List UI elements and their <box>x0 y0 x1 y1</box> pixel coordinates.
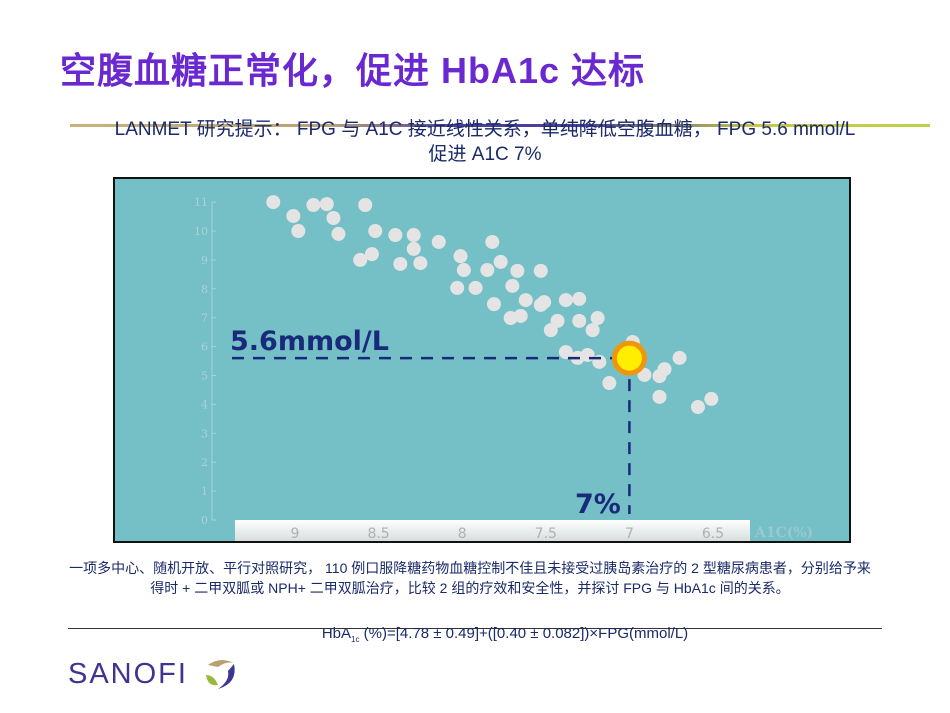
data-point <box>518 293 533 308</box>
data-point <box>704 391 719 406</box>
y-tick-label: 8 <box>201 283 208 296</box>
study-footnote: 一项多中心、随机开放、平行对照研究， 110 例口服降糖药物血糖控制不佳且未接受… <box>69 560 871 596</box>
chart-svg: 0 1 2 3 4 5 6 7 8 9 10 11 9 8.5 8 7.5 7 6.5 A1C(%) 5.6mmol/… <box>194 195 813 541</box>
data-point <box>510 263 525 278</box>
x-tick-label: 6.5 <box>702 526 724 541</box>
subtitle-line-2: 促进 A1C 7% <box>428 144 542 165</box>
data-point <box>450 280 465 295</box>
y-tick-label: 6 <box>201 341 208 354</box>
regression-formula: HbA1c (%)=[4.78 ± 0.49]+([0.40 ± 0.082])… <box>0 625 950 644</box>
logo-drop <box>206 675 218 686</box>
data-point <box>431 234 446 249</box>
data-point <box>326 210 341 225</box>
formula-pre: HbA <box>321 625 352 642</box>
y-tick-label: 1 <box>201 485 208 498</box>
data-point <box>652 389 667 404</box>
data-point <box>486 297 501 312</box>
data-point <box>266 195 281 210</box>
data-point <box>480 263 495 278</box>
data-point <box>558 345 573 360</box>
x-tick-label: 9 <box>291 526 300 541</box>
scatter-chart: 0 1 2 3 4 5 6 7 8 9 10 11 9 8.5 8 7.5 7 6.5 A1C(%) 5.6mmol/… <box>113 177 851 543</box>
data-point <box>533 263 548 278</box>
data-point <box>406 228 421 243</box>
data-point <box>585 323 600 338</box>
y-tick-label: 7 <box>201 312 208 325</box>
data-point <box>503 310 518 325</box>
y-tick-label: 9 <box>201 254 208 267</box>
formula-post: (%)=[4.78 ± 0.49]+([0.40 ± 0.082])×FPG(m… <box>359 625 689 642</box>
data-point <box>468 280 483 295</box>
data-point <box>456 263 471 278</box>
decorative-line <box>70 124 930 127</box>
data-point <box>306 197 321 212</box>
y-tick-label: 4 <box>201 398 208 411</box>
data-point <box>413 256 428 271</box>
data-point <box>368 224 383 238</box>
data-point <box>388 228 403 243</box>
y-tick-label: 11 <box>194 196 208 209</box>
y-tick-label: 3 <box>201 427 208 440</box>
divider <box>68 628 882 629</box>
data-point <box>493 254 508 269</box>
y-tick-label: 2 <box>201 456 208 469</box>
data-point <box>690 400 705 415</box>
data-point <box>331 226 346 241</box>
a1c-annotation: 7% <box>575 489 621 520</box>
data-point <box>637 367 652 382</box>
logo-swirl-top <box>208 659 234 667</box>
x-axis-label: A1C(%) <box>754 525 813 541</box>
highlight-point <box>611 340 647 376</box>
slide-title: 空腹血糖正常化，促进 HbA1c 达标 <box>60 50 646 91</box>
subtitle: LANMET 研究提示： FPG 与 A1C 接近线性关系，单纯降低空腹血糖， … <box>20 117 950 167</box>
data-point <box>364 247 379 262</box>
data-point <box>590 310 605 325</box>
logo-swirl-right <box>218 664 235 689</box>
fpg-annotation: 5.6mmol/L <box>230 326 389 357</box>
data-point <box>286 208 301 223</box>
formula-sub: 1c <box>351 635 360 644</box>
x-tick-label: 8.5 <box>367 526 389 541</box>
subtitle-line-1: LANMET 研究提示： FPG 与 A1C 接近线性关系，单纯降低空腹血糖， … <box>114 119 856 140</box>
data-point <box>657 362 672 377</box>
data-point <box>291 224 306 238</box>
data-point <box>572 313 587 328</box>
data-point <box>358 197 373 212</box>
data-point <box>558 293 573 308</box>
data-point <box>319 197 334 212</box>
x-tick-label: 7 <box>625 526 634 541</box>
data-point <box>550 313 565 328</box>
y-tick-label: 0 <box>201 514 208 527</box>
data-point <box>505 278 520 293</box>
data-point <box>353 252 368 267</box>
data-point <box>672 350 687 365</box>
data-point <box>572 291 587 306</box>
data-point <box>453 249 468 264</box>
data-point <box>485 234 500 249</box>
x-tick-label: 8 <box>458 526 467 541</box>
x-tick-label: 7.5 <box>535 526 557 541</box>
data-point <box>602 376 617 391</box>
data-point <box>537 295 552 310</box>
data-point <box>406 241 421 256</box>
y-tick-label: 5 <box>201 370 208 383</box>
y-tick-label: 10 <box>194 225 208 238</box>
logo-text: SANOFI <box>68 658 188 690</box>
x-axis-strip <box>235 520 750 541</box>
data-point <box>393 256 408 271</box>
